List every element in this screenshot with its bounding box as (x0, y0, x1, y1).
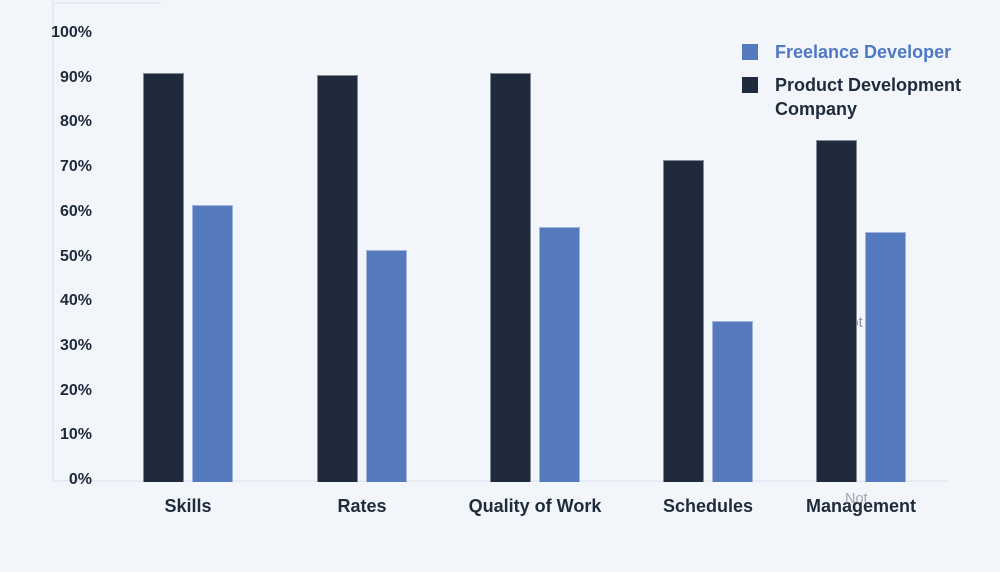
legend-item-freelance-developer: Freelance Developer (742, 40, 987, 64)
y-axis-tick-label: 100% (51, 24, 92, 41)
x-axis-category-label-schedules: Schedules (662, 496, 754, 516)
y-axis-tick-label: 0% (68, 471, 92, 488)
bar-freelance-developer-quality-of-work (539, 227, 580, 482)
legend-item-product-development-company: Product Development Company (742, 73, 987, 121)
bar-product-development-company-management (816, 140, 857, 482)
y-axis-line (52, 0, 54, 482)
y-axis-tick-label: 60% (59, 202, 92, 220)
legend-label-product-development-company: Product Development Company (775, 75, 962, 119)
x-axis-category-label-quality-of-work: Quality of Work (468, 496, 602, 516)
x-axis-category-label-skills: Skills (164, 496, 212, 516)
y-axis-tick-label: 90% (59, 68, 92, 86)
y-axis-tick-label: 20% (59, 381, 92, 399)
bar-product-development-company-schedules (663, 160, 704, 482)
bar-freelance-developer-management (865, 231, 906, 482)
chart-legend: Freelance Developer Product Development … (742, 40, 987, 121)
top-border-segment (53, 2, 161, 4)
legend-label-freelance-developer: Freelance Developer (775, 42, 952, 62)
y-axis-tick-label: 30% (59, 336, 92, 354)
bar-freelance-developer-schedules (712, 321, 753, 482)
y-axis-tick-label: 80% (59, 113, 92, 131)
legend-swatch-product-development-company (742, 77, 758, 93)
y-axis-tick-label: 70% (59, 158, 92, 176)
y-axis-tick-label: 10% (59, 426, 92, 444)
x-axis-category-label-management: Management (805, 496, 917, 516)
x-axis-category-label-rates: Rates (337, 496, 387, 516)
y-axis-tick-label: 50% (59, 247, 92, 265)
bar-product-development-company-rates (317, 75, 358, 482)
bar-product-development-company-skills (143, 72, 184, 482)
bar-product-development-company-quality-of-work (490, 72, 531, 482)
watermark-fragment: Not (845, 491, 868, 507)
bar-freelance-developer-skills (192, 204, 233, 482)
y-axis-tick-label: 40% (59, 292, 92, 310)
bar-freelance-developer-rates (366, 249, 407, 482)
legend-swatch-freelance-developer (742, 44, 758, 60)
